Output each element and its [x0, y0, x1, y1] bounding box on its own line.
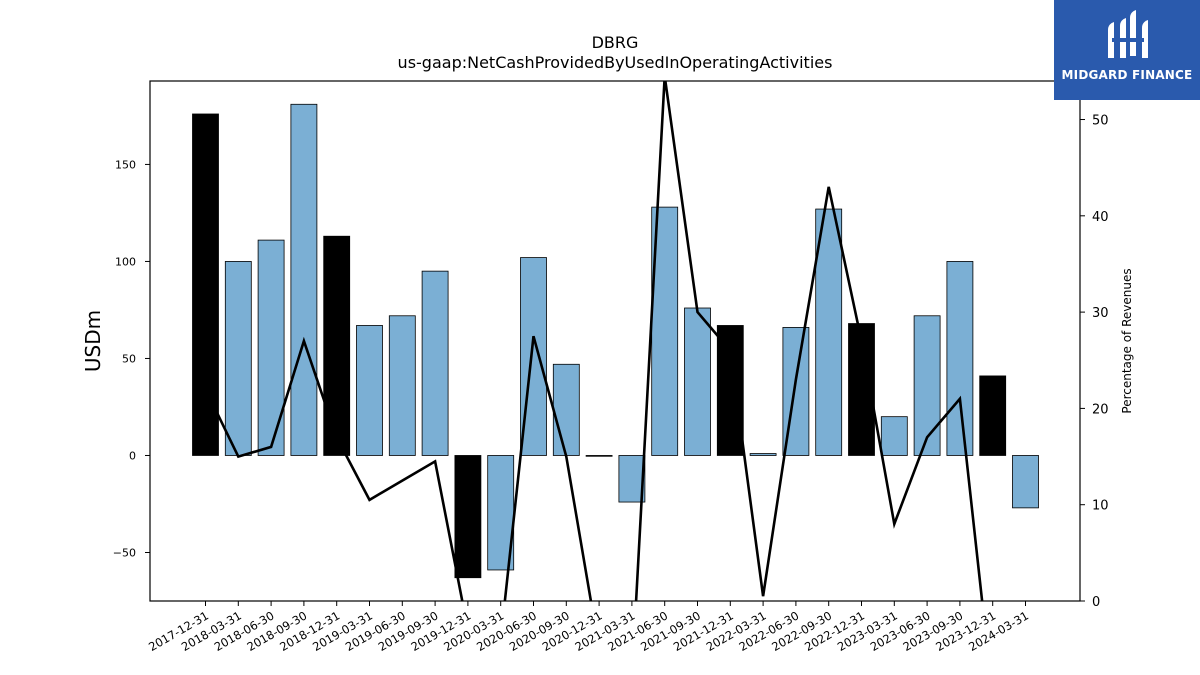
bar-2022-03-31: [749, 453, 777, 456]
bar-2021-12-31: [716, 325, 744, 456]
y2-axis-label: Percentage of Revenues: [1120, 268, 1134, 413]
y-axis-label: USDm: [81, 310, 105, 372]
bars-layer: [192, 103, 1039, 579]
bar-2021-09-30: [684, 307, 711, 456]
midgard-finance-logo: MIDGARD FINANCE: [1054, 0, 1200, 100]
bar-2019-12-31: [454, 455, 482, 579]
y2-tick-label: 30: [1092, 306, 1109, 321]
bar-2023-09-30: [946, 261, 974, 456]
bar-2017-12-31: [192, 113, 219, 456]
bar-2018-03-31: [224, 261, 252, 456]
bar-2020-12-31: [585, 455, 613, 457]
y2-tick-label: 20: [1092, 402, 1109, 417]
midgard-logo-icon: [1108, 10, 1148, 58]
bar-2018-09-30: [290, 103, 318, 456]
bar-2019-06-30: [388, 315, 416, 456]
bar-2022-09-30: [815, 208, 843, 456]
y2-tick-label: 50: [1092, 114, 1109, 129]
bar-2020-09-30: [552, 363, 580, 456]
x-axis: 2017-12-312018-03-312018-06-302018-09-30…: [146, 601, 1031, 654]
bar-2019-09-30: [421, 270, 449, 456]
bar-2023-03-31: [880, 416, 908, 456]
y-axis: −50 0 50 100 150: [113, 158, 150, 559]
bar-2018-12-31: [323, 235, 351, 456]
plot-frame: [149, 80, 1081, 602]
y-tick-label: 100: [115, 255, 136, 268]
bar-2019-03-31: [356, 325, 383, 456]
y-tick-label: 50: [122, 352, 136, 365]
bar-2021-03-31: [618, 455, 646, 503]
percentage-line: [204, 81, 984, 601]
chart-subtitle: us-gaap:NetCashProvidedByUsedInOperating…: [398, 53, 833, 72]
bar-2023-06-30: [913, 315, 941, 456]
bar-2018-06-30: [257, 239, 285, 456]
y2-tick-label: 10: [1092, 499, 1109, 514]
logo-text: MIDGARD FINANCE: [1061, 68, 1193, 82]
y2-axis: 0 10 20 30 40 50: [1080, 114, 1109, 610]
chart-title: DBRG: [592, 33, 639, 52]
bar-2024-03-31: [1012, 455, 1039, 509]
y-tick-label: 0: [129, 449, 136, 462]
line-layer: [204, 81, 984, 601]
y2-tick-label: 0: [1092, 595, 1100, 610]
y2-tick-label: 40: [1092, 210, 1109, 225]
y-tick-label: −50: [113, 546, 136, 559]
y-tick-label: 150: [115, 158, 136, 171]
bar-2023-12-31: [979, 375, 1007, 456]
